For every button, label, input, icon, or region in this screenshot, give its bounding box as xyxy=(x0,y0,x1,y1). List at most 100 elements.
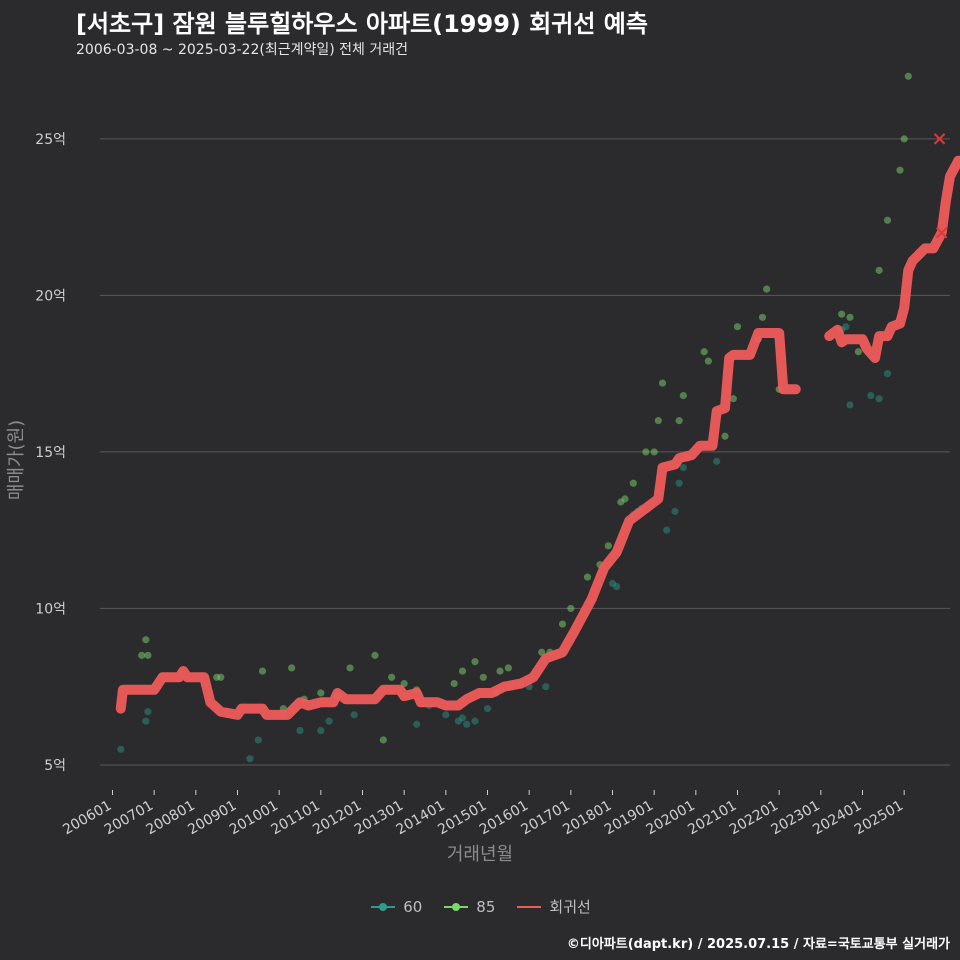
point-85 xyxy=(679,391,687,400)
point-85 xyxy=(558,620,567,628)
point-60 xyxy=(713,457,721,465)
point-60 xyxy=(867,391,875,400)
legend: 60 85 회귀선 xyxy=(0,896,960,917)
point-60 xyxy=(142,717,150,725)
point-85 xyxy=(650,448,658,456)
point-85 xyxy=(450,679,458,688)
point-85 xyxy=(704,357,712,365)
y-tick-label: 20억 xyxy=(35,288,66,304)
legend-key-60 xyxy=(369,901,397,913)
point-85 xyxy=(388,673,396,681)
point-85 xyxy=(883,216,892,224)
point-60 xyxy=(454,717,462,725)
point-85 xyxy=(400,679,408,688)
point-85 xyxy=(854,348,862,356)
point-85 xyxy=(288,664,296,672)
chart-title: [서초구] 잠원 블루힐하우스 아파트(1999) 회귀선 예측 xyxy=(76,10,648,38)
point-60 xyxy=(442,711,450,719)
point-60 xyxy=(317,726,325,735)
point-85 xyxy=(604,542,612,550)
x-axis-label: 거래년월 xyxy=(446,844,514,865)
point-85 xyxy=(621,495,629,503)
point-85 xyxy=(471,658,479,666)
point-60 xyxy=(542,683,550,691)
point-85 xyxy=(758,313,767,321)
point-85 xyxy=(658,379,667,387)
chart-subtitle: 2006-03-08 ~ 2025-03-22(최근계약일) 전체 거래건 xyxy=(76,42,408,58)
point-85 xyxy=(733,323,742,331)
point-85 xyxy=(896,166,904,174)
y-tick-label: 25억 xyxy=(35,132,66,148)
point-85 xyxy=(346,664,354,672)
y-tick-label: 15억 xyxy=(35,445,66,461)
point-60 xyxy=(413,720,421,728)
point-85 xyxy=(217,673,225,681)
regression-marker xyxy=(933,133,946,145)
point-85 xyxy=(642,448,650,456)
legend-item-60: 60 xyxy=(369,896,422,917)
point-85 xyxy=(458,667,467,675)
legend-item-regression: 회귀선 xyxy=(515,896,591,917)
point-60 xyxy=(254,736,262,744)
point-85 xyxy=(379,736,387,744)
point-60 xyxy=(883,370,892,378)
point-85 xyxy=(721,432,729,440)
x-tick-label: 202501 xyxy=(852,798,906,839)
legend-label-60: 60 xyxy=(403,897,423,916)
point-85 xyxy=(729,395,737,403)
point-60 xyxy=(663,526,671,534)
point-85 xyxy=(504,664,512,672)
legend-label-85: 85 xyxy=(476,897,496,916)
point-60 xyxy=(117,745,125,753)
point-85 xyxy=(846,313,854,321)
point-60 xyxy=(483,705,492,713)
point-60 xyxy=(350,711,358,719)
point-85 xyxy=(142,636,150,644)
point-60 xyxy=(671,507,679,515)
point-60 xyxy=(679,463,687,472)
point-85 xyxy=(496,667,504,675)
point-85 xyxy=(675,417,683,425)
legend-item-85: 85 xyxy=(442,896,495,917)
regression-line xyxy=(115,155,960,720)
point-60 xyxy=(296,726,304,735)
point-60 xyxy=(246,755,254,763)
point-60 xyxy=(144,708,152,716)
point-60 xyxy=(675,479,683,487)
point-60 xyxy=(608,579,617,587)
source-caption: ©디아파트(dapt.kr) / 2025.07.15 / 자료=국토교통부 실… xyxy=(566,937,950,952)
point-60 xyxy=(613,582,621,591)
point-85 xyxy=(567,604,575,613)
y-axis-label: 매매가(원) xyxy=(6,419,27,501)
point-85 xyxy=(700,348,708,356)
point-60 xyxy=(875,395,883,403)
legend-label-regression: 회귀선 xyxy=(549,898,591,916)
point-85 xyxy=(900,135,908,143)
point-60 xyxy=(842,323,850,331)
point-60 xyxy=(458,714,467,722)
regression-marker xyxy=(935,227,948,239)
point-85 xyxy=(317,689,325,697)
point-85 xyxy=(875,266,883,274)
point-85 xyxy=(258,667,267,675)
point-85 xyxy=(654,417,662,425)
y-tick-label: 10억 xyxy=(35,601,66,617)
point-60 xyxy=(325,717,333,725)
point-60 xyxy=(846,401,854,409)
point-85 xyxy=(583,573,592,581)
y-tick-label: 5억 xyxy=(44,758,66,774)
point-85 xyxy=(763,285,771,293)
point-85 xyxy=(904,72,912,80)
point-85 xyxy=(838,310,846,318)
point-85 xyxy=(144,651,152,659)
legend-key-regression xyxy=(515,901,543,913)
point-85 xyxy=(538,648,546,656)
point-85 xyxy=(371,651,379,659)
point-85 xyxy=(629,479,637,487)
point-85 xyxy=(479,673,487,681)
point-60 xyxy=(463,720,471,728)
legend-key-85 xyxy=(442,901,470,913)
point-60 xyxy=(471,717,479,725)
point-85 xyxy=(138,651,146,659)
